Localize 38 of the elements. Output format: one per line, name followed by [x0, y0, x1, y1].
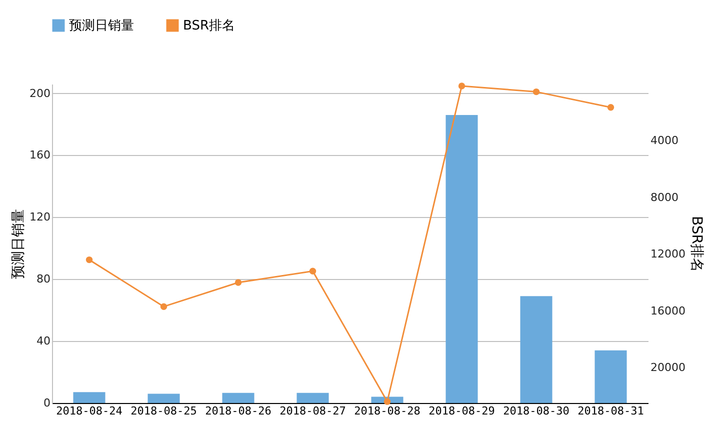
- x-tick-label: 2018-08-26: [205, 404, 272, 418]
- x-tick-label: 2018-08-30: [503, 404, 570, 418]
- bar: [148, 394, 180, 403]
- point: [309, 268, 316, 274]
- y-axis-title: 预测日销量: [10, 209, 27, 279]
- point: [532, 88, 540, 96]
- bar: [594, 350, 627, 403]
- y-tick-label: 40: [36, 334, 50, 348]
- x-tick-label: 2018-08-25: [130, 404, 197, 418]
- x-tick-label: 2018-08-29: [428, 404, 495, 418]
- point: [160, 303, 168, 310]
- bar: [520, 296, 552, 403]
- point: [86, 256, 93, 264]
- legend-label: BSR排名: [183, 18, 235, 34]
- y-tick-label: 80: [36, 272, 50, 286]
- y-tick-label: 0: [44, 396, 50, 410]
- point: [607, 104, 614, 111]
- x-tick-label: 2018-08-28: [354, 404, 420, 418]
- bar: [222, 392, 254, 403]
- point: [458, 82, 466, 90]
- legend-label: 预测日销量: [69, 18, 134, 34]
- x-tick-label: 2018-08-24: [56, 404, 123, 418]
- bar: [296, 392, 329, 403]
- y2-tick-label: 8000: [650, 190, 678, 204]
- y2-tick-label: 4000: [650, 134, 678, 148]
- bar: [446, 114, 478, 403]
- y-tick-label: 120: [30, 210, 50, 224]
- y2-tick-label: 12000: [650, 248, 686, 261]
- point: [234, 279, 242, 286]
- bar: [73, 392, 106, 403]
- y-tick-label: 200: [30, 86, 50, 100]
- y2-tick-label: 20000: [650, 361, 686, 374]
- point: [384, 398, 391, 405]
- y2-axis-title: BSR排名: [688, 216, 704, 272]
- x-tick-label: 2018-08-27: [280, 404, 346, 418]
- y2-tick-label: 16000: [650, 304, 686, 318]
- y-tick-label: 160: [30, 148, 50, 162]
- x-tick-label: 2018-08-31: [578, 404, 644, 418]
